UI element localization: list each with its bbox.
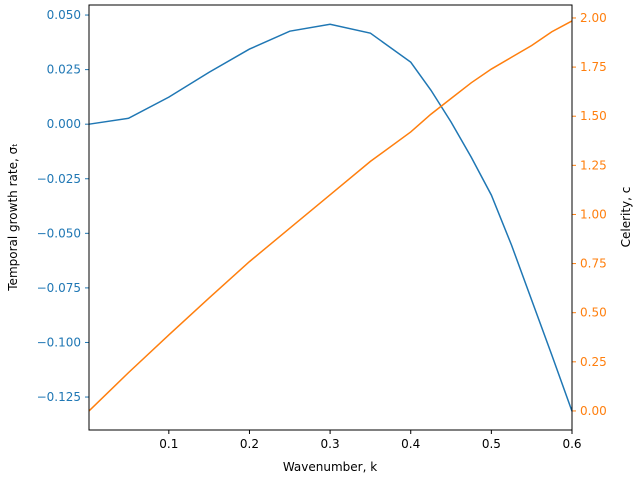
y2-tick-label: 0.00 [580, 404, 607, 418]
y-tick-label: 0.000 [47, 117, 81, 131]
y-axis-label: Temporal growth rate, σₜ [6, 143, 20, 291]
y-tick-label: 0.050 [47, 8, 81, 22]
y2-tick-label: 1.75 [580, 60, 607, 74]
y2-tick-label: 1.25 [580, 158, 607, 172]
data-line [88, 20, 573, 412]
y2-tick-label: 2.00 [580, 11, 607, 25]
x-tick-label: 0.4 [401, 437, 420, 451]
x-tick-label: 0.6 [562, 437, 581, 451]
y2-axis-label: Celerity, c [619, 187, 633, 248]
x-tick-label: 0.2 [240, 437, 259, 451]
data-line [88, 23, 573, 412]
y2-tick-label: 0.25 [580, 355, 607, 369]
x-axis-label: Wavenumber, k [283, 460, 377, 474]
y-tick-label: 0.025 [47, 63, 81, 77]
x-tick-label: 0.5 [482, 437, 501, 451]
plot-frame [88, 4, 573, 431]
x-tick-label: 0.1 [159, 437, 178, 451]
y2-tick-label: 1.00 [580, 207, 607, 221]
y2-tick-label: 0.75 [580, 257, 607, 271]
y-tick-label: −0.125 [37, 390, 81, 404]
y-tick-label: −0.100 [37, 335, 81, 349]
y-tick-label: −0.050 [37, 226, 81, 240]
y2-tick-label: 0.50 [580, 306, 607, 320]
x-tick-label: 0.3 [321, 437, 340, 451]
y-tick-label: −0.025 [37, 172, 81, 186]
y-tick-label: −0.075 [37, 281, 81, 295]
y2-tick-label: 1.50 [580, 109, 607, 123]
